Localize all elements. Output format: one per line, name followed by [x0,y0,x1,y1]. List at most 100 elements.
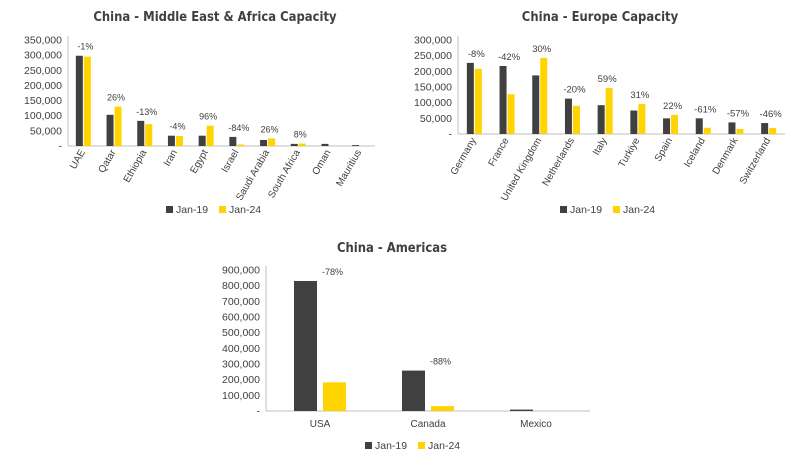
data-label: 96% [199,112,217,122]
x-tick-label: Turkiye [617,136,643,170]
bar-jan24-uae [83,56,91,146]
bar-jan24-qatar [114,106,122,146]
data-label: -78% [322,267,343,277]
legend-label-jan19: Jan-19 [176,204,209,216]
y-tick-label: 200,000 [222,374,260,386]
bar-jan19-south-africa [290,143,298,146]
bar-jan24-usa [323,382,346,411]
x-tick-label: USA [310,419,331,430]
bar-jan24-spain [671,114,679,134]
bar-jan19-mexico [510,409,533,411]
x-tick-label: Oman [310,148,333,177]
bar-jan19-qatar [106,114,114,146]
legend-label-jan24: Jan-24 [229,204,262,216]
y-tick-label: - [257,406,261,418]
y-tick-label: - [59,141,63,153]
data-label: -46% [760,109,783,120]
bar-jan19-saudi-arabia [260,139,268,146]
bar-jan19-iran [167,135,175,146]
bar-jan24-ethiopia [145,124,153,146]
chart-mea-title: China - Middle East & Africa Capacity [93,9,337,25]
y-tick-label: 600,000 [222,312,260,324]
data-label: -13% [136,107,157,117]
data-label: -8% [468,49,485,60]
data-label: 8% [294,130,307,140]
legend-swatch-jan19 [365,442,372,449]
data-label: -1% [77,42,93,52]
legend-label-jan24: Jan-24 [623,204,656,216]
bar-jan19-switzerland [761,123,769,134]
bar-jan24-saudi-arabia [268,138,276,146]
y-tick-label: - [449,129,453,141]
bar-jan24-france [507,94,515,134]
data-label: 26% [107,93,125,103]
y-tick-label: 100,000 [414,97,452,109]
bar-jan19-netherlands [564,98,572,134]
bar-jan19-ethiopia [137,120,145,146]
data-label: -61% [694,104,717,115]
chart-americas-legend: Jan-19 Jan-24 [357,440,460,452]
x-tick-label: Iran [162,148,180,168]
chart-europe-title: China - Europe Capacity [521,9,679,25]
bar-jan19-united-kingdom [532,75,540,134]
y-tick-label: 700,000 [222,296,260,308]
y-tick-label: 500,000 [222,327,260,339]
data-label: 22% [663,101,683,112]
bar-jan19-canada [402,370,425,411]
legend-label-jan19: Jan-19 [375,440,408,452]
x-tick-label: Netherlands [541,136,577,188]
bar-jan24-denmark [736,128,744,134]
bar-jan24-united-kingdom [540,57,548,134]
bar-jan19-italy [597,105,605,134]
x-tick-label: South Africa [266,148,303,200]
data-label: 26% [261,124,279,134]
bar-jan24-turkiye [638,103,646,134]
chart-europe-plot: - 50,000 100,000 150,000 200,000 250,000 300,0… [414,35,785,203]
bar-jan24-switzerland [769,128,777,134]
data-label: -42% [498,52,521,63]
y-tick-label: 100,000 [24,110,62,122]
bar-jan19-uae [75,55,83,146]
x-tick-label: Ethiopia [122,148,150,185]
bar-jan19-france [499,66,507,134]
bar-jan19-turkiye [630,110,638,134]
bar-jan19-denmark [728,122,736,134]
y-tick-label: 200,000 [414,66,452,78]
y-tick-label: 800,000 [222,280,260,292]
x-tick-label: Israel [220,148,242,175]
data-label: 30% [532,44,552,55]
bar-jan19-usa [294,280,317,411]
legend-swatch-jan19 [560,206,567,213]
x-tick-label: Germany [449,136,479,177]
data-label: -84% [228,123,249,133]
data-label: -4% [169,122,185,132]
legend-label-jan24: Jan-24 [428,440,461,452]
data-label: -57% [727,108,750,119]
x-tick-label: Mauritius [334,148,364,189]
legend-swatch-jan24 [418,442,426,449]
bar-jan24-netherlands [572,105,580,134]
legend-label-jan19: Jan-19 [570,204,603,216]
bar-jan24-iceland [703,127,711,134]
bar-jan19-germany [466,62,474,134]
bar-jan24-israel [237,144,245,146]
y-tick-label: 50,000 [420,113,452,125]
bar-jan19-israel [229,136,237,146]
bar-jan19-iceland [695,118,703,134]
x-tick-label: Switzerland [738,136,773,186]
x-tick-label: UAE [68,148,88,172]
x-tick-label: Qatar [97,147,119,175]
x-tick-label: Denmark [711,135,741,176]
chart-europe-legend: Jan-19 Jan-24 [552,204,655,216]
x-tick-label: Spain [653,136,675,164]
bar-jan24-italy [605,87,613,134]
y-tick-label: 400,000 [222,343,260,355]
y-tick-label: 900,000 [222,265,260,277]
chart-americas-title: China - Americas [336,240,448,256]
y-tick-label: 300,000 [222,359,260,371]
data-label: 59% [598,74,618,85]
bar-jan24-iran [175,136,183,146]
bar-jan19-mauritius [352,145,360,146]
legend-swatch-jan24 [613,206,621,213]
y-tick-label: 50,000 [30,125,62,137]
